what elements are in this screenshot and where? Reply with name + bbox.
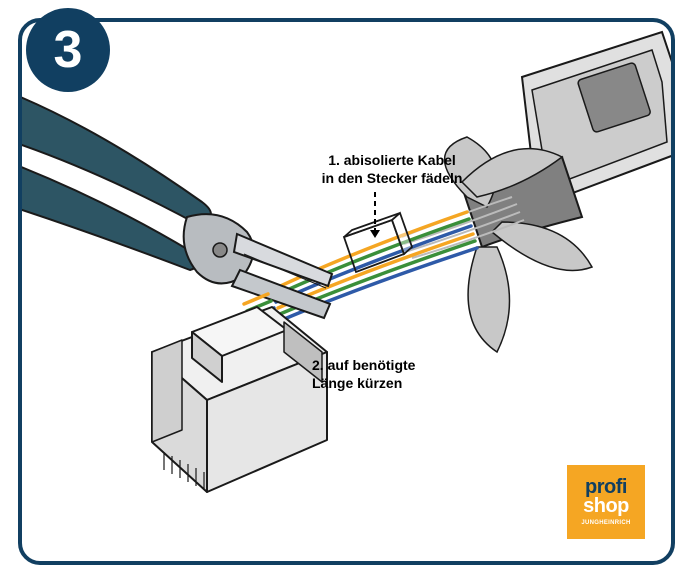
rj45-connector [152,307,327,492]
annotation-1-line1: 1. abisolierte Kabel [328,152,456,168]
logo-text: profi shop [583,478,629,516]
logo-subtext: JUNGHEINRICH [581,520,630,526]
annotation-2-line2: Länge kürzen [312,375,402,391]
annotation-1-arrow [374,192,376,236]
annotation-2: 2. auf benötigte Länge kürzen [312,357,472,392]
profi-shop-logo: profi shop JUNGHEINRICH [567,465,645,539]
annotation-2-line1: 2. auf benötigte [312,357,415,373]
step-frame: 1. abisolierte Kabel in den Stecker fäde… [18,18,675,565]
annotation-1-line2: in den Stecker fädeln [322,170,463,186]
logo-text-2: shop [583,495,629,517]
annotation-1: 1. abisolierte Kabel in den Stecker fäde… [302,152,482,187]
step-badge: 3 [26,8,110,92]
step-number: 3 [54,20,83,80]
